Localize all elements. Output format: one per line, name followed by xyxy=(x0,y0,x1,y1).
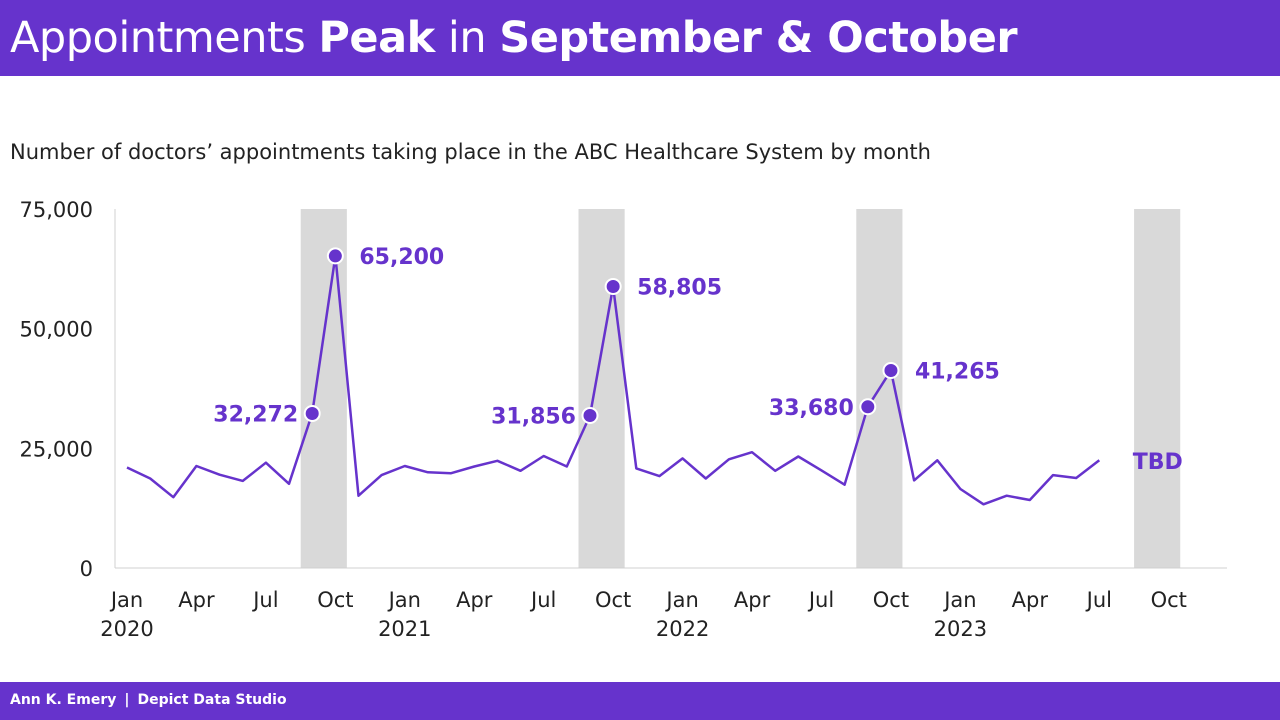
chart-title: Appointments Peak in September & October xyxy=(10,13,1018,63)
highlight-band xyxy=(578,209,625,568)
highlight-band xyxy=(300,209,347,568)
data-label: 58,805 xyxy=(637,276,722,301)
footer-studio: Depict Data Studio xyxy=(137,692,287,708)
x-tick-label: Jul xyxy=(807,588,834,612)
x-tick-label: Jul xyxy=(251,588,278,612)
x-tick-label: Apr xyxy=(456,588,493,612)
x-tick-label: Jan xyxy=(942,588,976,612)
x-tick-label: Apr xyxy=(734,588,771,612)
data-label: 65,200 xyxy=(359,245,444,270)
x-tick-label: Jan xyxy=(664,588,698,612)
y-tick-label: 0 xyxy=(80,557,93,581)
data-label: 31,856 xyxy=(491,405,576,430)
footer-bar: Ann K. Emery | Depict Data Studio xyxy=(0,682,1280,720)
x-tick-label: Jul xyxy=(529,588,556,612)
x-tick-label: Jan xyxy=(109,588,143,612)
x-year-label: 2022 xyxy=(656,617,709,641)
x-year-label: 2023 xyxy=(934,617,987,641)
line-chart: 0 25,000 50,000 75,000 Jan Apr Jul Oct Jan Apr Jul… xyxy=(20,198,1227,641)
data-label: 41,265 xyxy=(915,359,1000,384)
data-point-marker xyxy=(581,407,599,425)
x-tick-label: Jan xyxy=(387,588,421,612)
x-tick-label: Oct xyxy=(595,588,631,612)
x-tick-label: Oct xyxy=(873,588,909,612)
x-tick-label: Apr xyxy=(1012,588,1049,612)
title-part-2: Peak xyxy=(318,13,435,63)
title-part-1: Appointments xyxy=(10,13,319,63)
y-tick-label: 75,000 xyxy=(20,198,93,222)
pending-label: TBD xyxy=(1133,450,1183,475)
y-tick-label: 25,000 xyxy=(20,437,93,461)
y-tick-label: 50,000 xyxy=(20,318,93,342)
title-part-3: in xyxy=(434,13,500,63)
x-tick-label: Oct xyxy=(1151,588,1187,612)
x-tick-label: Oct xyxy=(317,588,353,612)
x-tick-label: Jul xyxy=(1085,588,1112,612)
data-label: 33,680 xyxy=(769,396,854,421)
title-part-4: September & October xyxy=(499,13,1018,63)
footer-separator: | xyxy=(124,692,130,708)
data-point-marker xyxy=(604,278,622,296)
data-point-marker xyxy=(303,405,321,423)
chart-subtitle: Number of doctors’ appointments taking p… xyxy=(10,140,931,164)
data-point-marker xyxy=(326,247,344,265)
data-label: 32,272 xyxy=(213,403,298,428)
x-year-label: 2020 xyxy=(100,617,153,641)
x-tick-label: Apr xyxy=(178,588,215,612)
highlight-band xyxy=(1134,209,1181,568)
footer-author: Ann K. Emery xyxy=(10,692,117,708)
x-year-label: 2021 xyxy=(378,617,431,641)
title-bar: Appointments Peak in September & October xyxy=(0,0,1280,76)
data-point-marker xyxy=(859,398,877,416)
data-point-marker xyxy=(882,361,900,379)
